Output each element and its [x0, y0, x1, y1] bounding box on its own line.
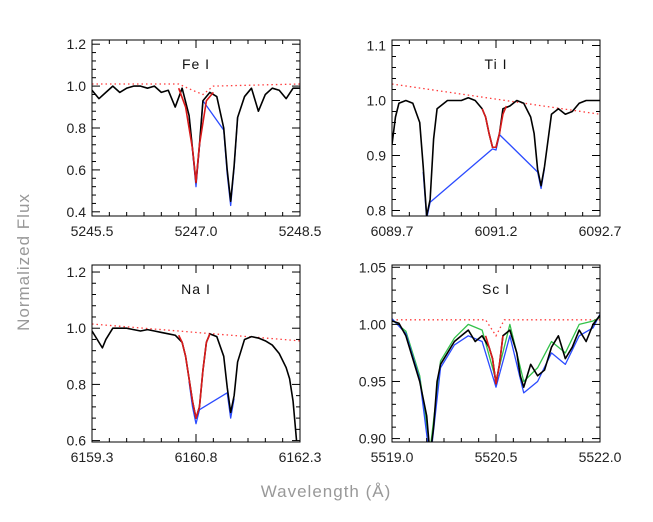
y-tick-label: 0.8 [367, 203, 387, 219]
y-tick-label: 0.90 [359, 431, 386, 447]
x-tick-label: 5520.5 [475, 449, 518, 465]
series-fit-red [484, 335, 504, 385]
y-tick-label: 1.0 [367, 93, 387, 109]
series-model-blue [422, 133, 546, 216]
series-model-blue [188, 100, 239, 207]
x-tick-label: 5245.5 [71, 223, 114, 239]
y-tick-label: 1.00 [359, 316, 386, 332]
series-model-blue [188, 381, 235, 425]
panel-1: 6089.7 6091.2 6092.7 0.8 0.9 1.0 1.1 Ti I [367, 38, 622, 240]
panel-2: 6159.3 6160.8 6162.3 0.6 0.8 1.0 1.2 Na I [67, 264, 322, 465]
continuum-line [392, 83, 600, 115]
continuum-line [392, 319, 600, 338]
series-fit-red [481, 105, 508, 149]
y-tick-label: 0.6 [67, 433, 87, 449]
x-tick-label: 5519.0 [371, 449, 414, 465]
y-tick-label: 0.95 [359, 373, 386, 389]
x-tick-label: 5247.0 [175, 223, 218, 239]
panel-label: Sc I [482, 281, 510, 297]
y-tick-label: 1.05 [359, 259, 386, 275]
x-tick-label: 6162.3 [279, 449, 322, 465]
y-tick-label: 1.1 [367, 38, 387, 54]
continuum-line [92, 83, 300, 96]
panel-0: 5245.5 5247.0 5248.5 0.4 0.6 0.8 1.0 1.2 Fe I [67, 36, 322, 239]
panel-3: 5519.0 5520.5 5522.0 0.90 0.95 1.00 1.05 Sc I [359, 259, 622, 465]
series-observed [92, 327, 298, 441]
x-tick-label: 5248.5 [279, 223, 322, 239]
series-model-blue [392, 313, 600, 442]
y-tick-label: 0.4 [67, 204, 87, 220]
y-tick-label: 1.2 [67, 36, 87, 52]
x-tick-label: 6159.3 [71, 449, 114, 465]
x-tick-label: 6091.2 [475, 223, 518, 239]
y-tick-label: 1.0 [67, 78, 87, 94]
panel-label: Na I [181, 281, 211, 297]
y-axis-title: Normalized Flux [14, 193, 33, 331]
y-tick-label: 0.9 [367, 148, 387, 164]
panel-label: Ti I [485, 56, 508, 72]
y-tick-label: 0.8 [67, 120, 87, 136]
y-tick-label: 1.0 [67, 320, 87, 336]
x-tick-label: 6089.7 [371, 223, 414, 239]
y-tick-label: 0.8 [67, 376, 87, 392]
y-tick-label: 0.6 [67, 162, 87, 178]
x-axis-title: Wavelength (Å) [261, 482, 392, 501]
continuum-line [92, 323, 300, 342]
x-tick-label: 6092.7 [579, 223, 622, 239]
series-fit-red [177, 87, 214, 184]
panel-label: Fe I [182, 56, 210, 72]
series-observed [392, 96, 600, 216]
x-tick-label: 6160.8 [175, 449, 218, 465]
series-fit-red [177, 333, 211, 419]
y-tick-label: 1.2 [67, 264, 87, 280]
x-tick-label: 5522.0 [579, 449, 622, 465]
